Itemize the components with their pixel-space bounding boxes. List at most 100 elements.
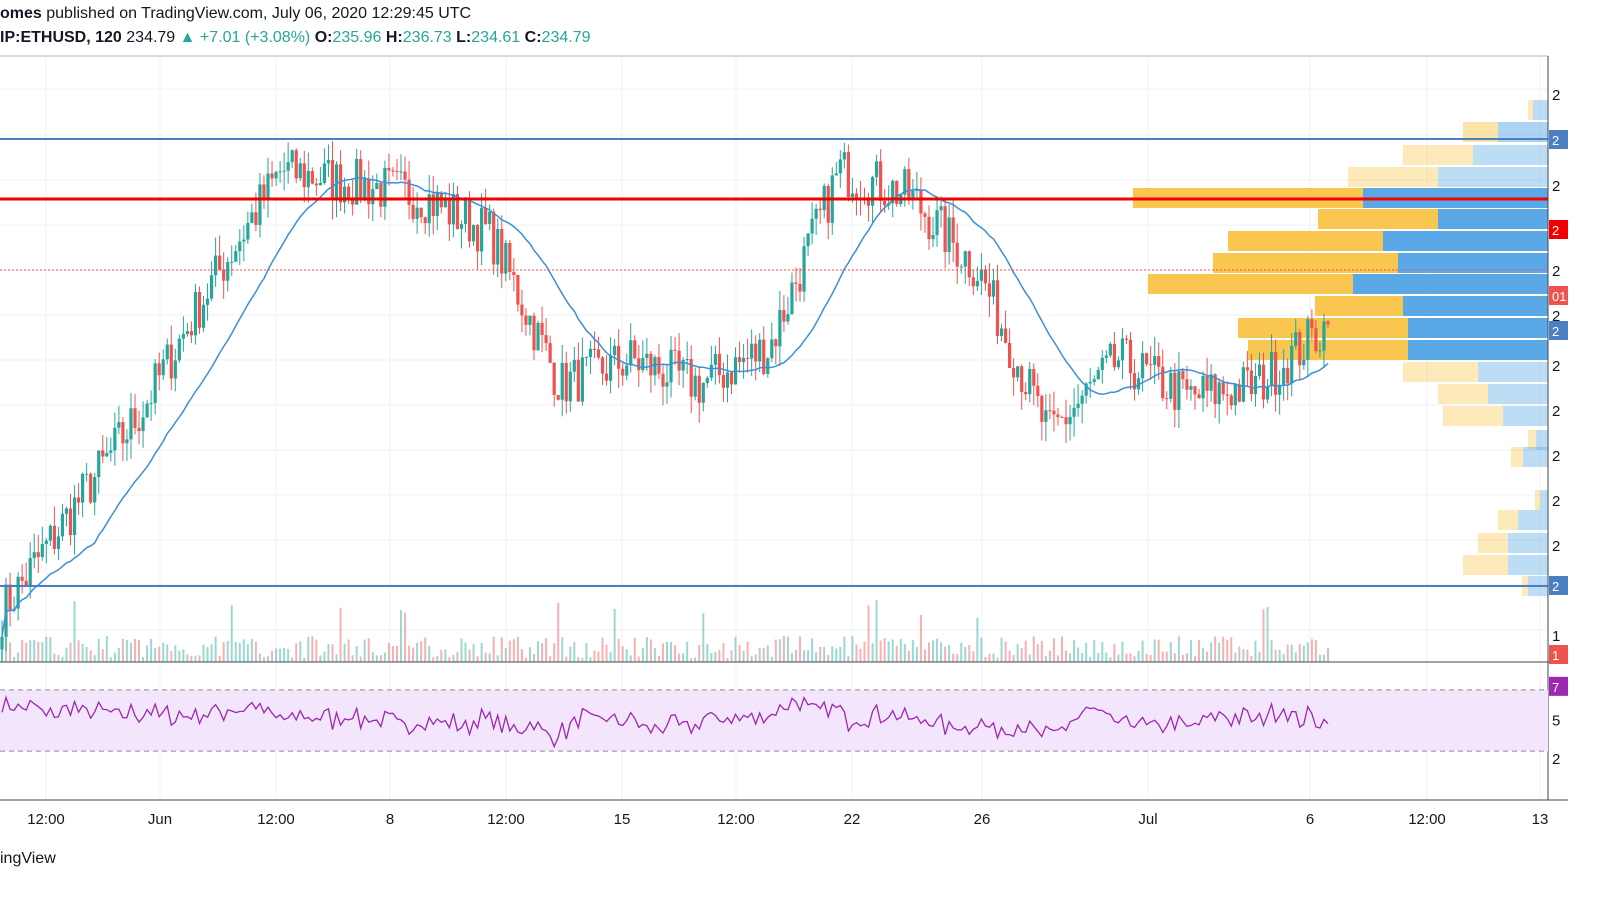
candle-body-294 (1185, 379, 1189, 390)
volume-bar-282 (1137, 650, 1140, 662)
candle-body-317 (1278, 384, 1282, 395)
volume-bar-187 (754, 654, 757, 662)
candle-body-32 (129, 408, 133, 440)
candle-body-226 (911, 190, 915, 200)
volume-bar-308 (1242, 649, 1245, 662)
candle-body-31 (125, 439, 129, 444)
vp-down-bar-12 (1478, 362, 1548, 382)
candle-body-121 (488, 211, 492, 224)
volume-bar-186 (750, 655, 753, 662)
candle-body-95 (383, 167, 387, 207)
rsi-value-tag: 7 (1552, 680, 1559, 695)
candle-body-195 (786, 314, 790, 322)
volume-bar-244 (984, 656, 987, 662)
volume-bar-130 (524, 657, 527, 662)
volume-bar-296 (1193, 656, 1196, 662)
volume-bar-263 (1060, 636, 1063, 662)
volume-bar-32 (129, 642, 132, 662)
candle-body-177 (713, 353, 717, 365)
candle-body-328 (1322, 321, 1326, 351)
volume-bar-144 (581, 657, 584, 662)
volume-bar-321 (1294, 652, 1297, 662)
volume-bar-8 (33, 639, 36, 662)
volume-bar-137 (553, 643, 556, 662)
volume-bar-72 (291, 657, 294, 662)
candle-body-158 (637, 358, 641, 371)
volume-bar-99 (400, 610, 403, 662)
candle-body-159 (641, 357, 645, 371)
volume-bar-162 (653, 648, 656, 662)
volume-bar-223 (899, 638, 902, 662)
volume-bar-309 (1246, 649, 1249, 662)
volume-bar-57 (230, 605, 233, 662)
volume-bar-163 (657, 656, 660, 662)
candle-body-305 (1229, 395, 1233, 406)
candle-body-306 (1233, 384, 1237, 406)
volume-bar-225 (907, 650, 910, 662)
volume-bar-326 (1314, 639, 1317, 662)
candle-body-49 (197, 291, 202, 328)
candle-body-65 (262, 184, 266, 201)
volume-bar-90 (363, 639, 366, 662)
volume-bar-195 (786, 636, 789, 662)
candle-body-291 (1173, 372, 1177, 410)
symbol-label[interactable]: IP:ETHUSD, 120 (0, 29, 122, 46)
candle-body-105 (423, 217, 427, 224)
volume-bar-20 (81, 643, 84, 662)
candle-body-43 (173, 360, 177, 379)
volume-bar-275 (1109, 657, 1112, 662)
candle-body-228 (919, 190, 923, 214)
volume-bar-274 (1105, 652, 1108, 662)
volume-bar-9 (37, 642, 40, 662)
volume-bar-299 (1206, 651, 1209, 662)
volume-bar-328 (1322, 654, 1325, 662)
volume-bar-212 (855, 644, 858, 662)
candle-body-255 (1028, 368, 1032, 395)
volume-bar-87 (351, 655, 354, 662)
volume-bar-67 (271, 651, 274, 662)
rsi-line (1, 695, 1329, 749)
candle-body-205 (826, 185, 830, 223)
volume-bar-189 (762, 647, 765, 662)
candle-body-256 (1032, 368, 1036, 386)
volume-bar-111 (448, 656, 451, 662)
candle-body-116 (467, 200, 472, 242)
candle-body-27 (109, 450, 113, 453)
volume-bar-227 (915, 647, 918, 662)
candle-body-154 (621, 368, 625, 376)
volume-bar-208 (839, 647, 842, 662)
candle-body-56 (226, 262, 230, 281)
volume-bar-60 (242, 639, 245, 662)
volume-bar-220 (887, 641, 890, 662)
candle-body-16 (64, 508, 69, 514)
candle-body-207 (834, 173, 838, 176)
volume-bar-301 (1214, 636, 1217, 662)
candle-body-225 (907, 169, 911, 200)
price-tag-3: 2 (1552, 223, 1559, 238)
volume-bar-222 (895, 645, 898, 662)
candle-body-272 (1096, 370, 1100, 380)
candle-body-203 (818, 208, 822, 211)
volume-bar-291 (1173, 653, 1176, 662)
volume-bar-280 (1129, 653, 1132, 662)
volume-bar-180 (726, 657, 729, 662)
y-tick-9: 2 (1552, 403, 1560, 420)
candle-body-120 (484, 207, 488, 224)
candle-body-99 (399, 171, 403, 173)
candle-body-53 (214, 255, 218, 276)
volume-bar-198 (799, 636, 802, 662)
x-tick-8: 26 (974, 811, 991, 828)
candle-body-285 (1149, 364, 1153, 366)
volume-bar-190 (766, 645, 769, 662)
vp-up-bar-20 (1463, 555, 1508, 575)
vp-down-bar-15 (1536, 430, 1548, 450)
moving-average-line (1, 177, 1329, 637)
volume-bar-63 (254, 641, 257, 662)
volume-bar-91 (367, 638, 370, 662)
candle-body-13 (52, 525, 56, 549)
candle-body-303 (1221, 382, 1225, 395)
volume-bar-303 (1222, 636, 1225, 662)
volume-bar-243 (980, 637, 983, 662)
volume-bar-255 (1028, 654, 1031, 662)
